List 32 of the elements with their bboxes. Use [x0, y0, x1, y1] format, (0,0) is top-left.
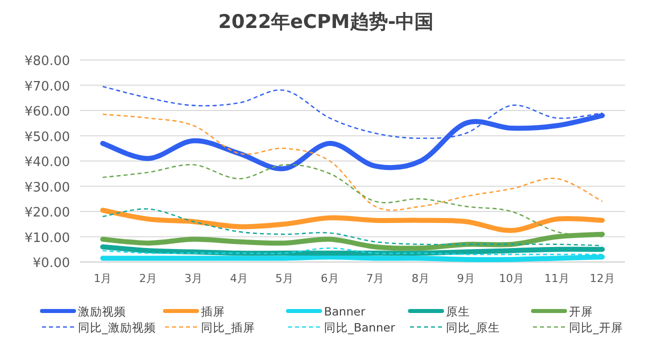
- y-tick-label: ¥80.00: [24, 54, 70, 69]
- x-tick-label: 12月: [590, 272, 615, 285]
- legend-label: 开屏: [569, 304, 593, 318]
- y-tick-label: ¥40.00: [24, 155, 70, 170]
- legend-label: 同比_Banner: [324, 320, 396, 334]
- legend-label: 原生: [446, 304, 470, 318]
- x-tick-label: 4月: [230, 272, 248, 285]
- legend-label: 插屏: [201, 304, 225, 318]
- x-tick-label: 8月: [412, 272, 430, 285]
- x-tick-label: 3月: [184, 272, 203, 285]
- x-tick-label: 6月: [320, 272, 339, 285]
- legend-label: 同比_激励视频: [78, 320, 156, 334]
- x-tick-label: 5月: [275, 272, 294, 285]
- legend-label: Banner: [324, 304, 366, 318]
- x-tick-label: 2月: [139, 272, 158, 285]
- y-tick-label: ¥0.00: [32, 256, 70, 271]
- y-tick-label: ¥20.00: [24, 206, 70, 220]
- legend-label: 同比_插屏: [201, 320, 255, 334]
- x-tick-label: 11月: [544, 272, 570, 285]
- y-tick-label: ¥60.00: [24, 104, 70, 120]
- legend-label: 同比_开屏: [569, 320, 623, 334]
- x-tick-label: 10月: [498, 272, 524, 285]
- x-tick-label: 1月: [94, 272, 112, 285]
- y-tick-label: ¥10.00: [24, 230, 70, 246]
- x-tick-label: 7月: [366, 272, 384, 285]
- legend-label: 同比_原生: [446, 320, 500, 334]
- legend-label: 激励视频: [78, 304, 126, 318]
- chart-title: 2022年eCPM趋势-中国: [218, 11, 434, 33]
- x-tick-label: 9月: [457, 272, 476, 285]
- y-tick-label: ¥70.00: [24, 79, 70, 94]
- y-tick-label: ¥30.00: [24, 180, 70, 196]
- y-tick-label: ¥50.00: [24, 130, 70, 145]
